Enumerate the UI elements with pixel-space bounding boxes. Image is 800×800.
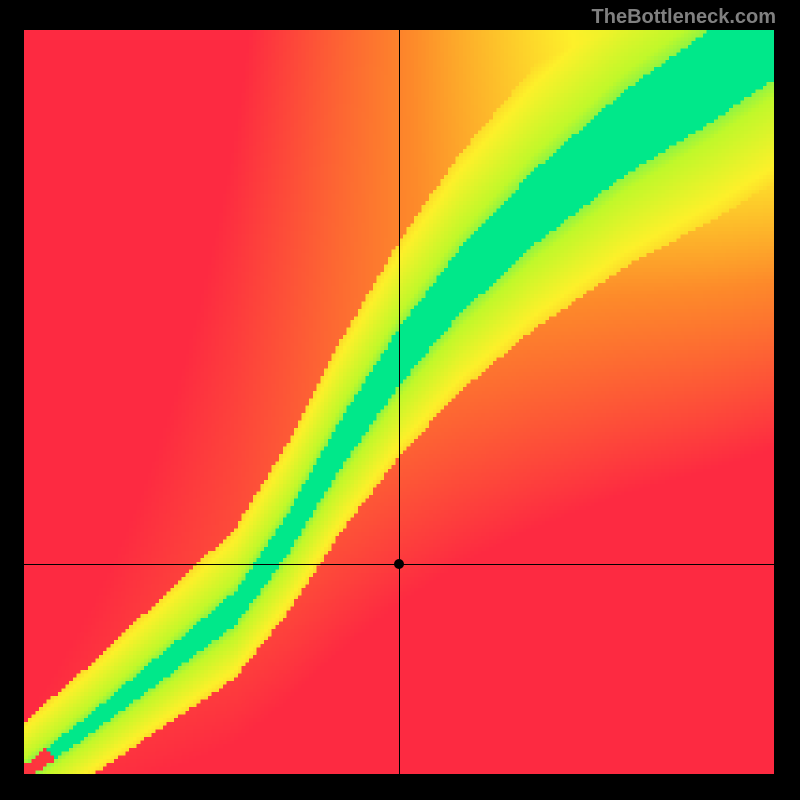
heatmap-plot bbox=[24, 30, 774, 774]
crosshair-vertical bbox=[399, 30, 400, 774]
crosshair-marker bbox=[394, 559, 404, 569]
watermark-text: TheBottleneck.com bbox=[592, 6, 776, 29]
